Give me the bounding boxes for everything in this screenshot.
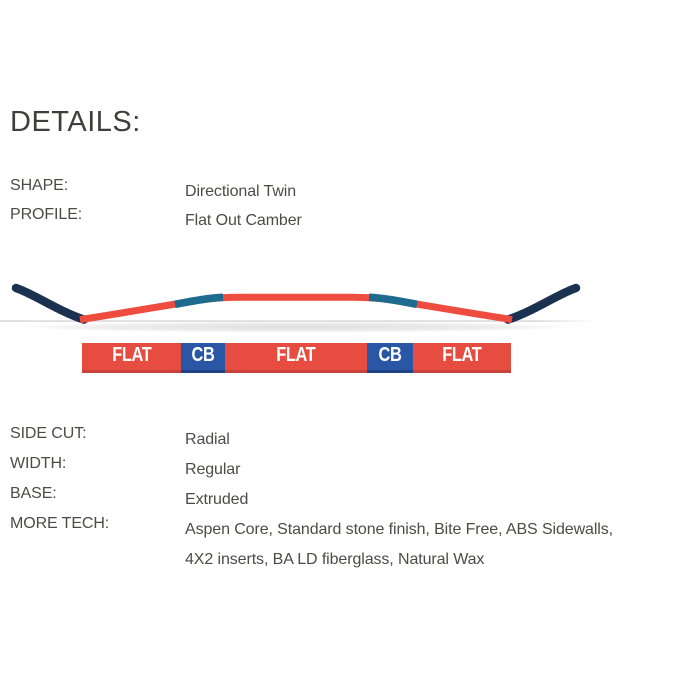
bar-segment-label: FLAT bbox=[442, 344, 482, 366]
width-label: WIDTH: bbox=[10, 455, 67, 472]
sidecut-label: SIDE CUT: bbox=[10, 425, 87, 442]
width-value: Regular bbox=[185, 461, 241, 478]
ground-baseline bbox=[0, 320, 600, 322]
bar-segment-label: CB bbox=[191, 344, 215, 366]
moretech-label: MORE TECH: bbox=[10, 515, 110, 532]
moretech-value-line2: 4X2 inserts, BA LD fiberglass, Natural W… bbox=[185, 551, 485, 568]
flat-sections-red bbox=[79, 293, 513, 324]
base-label: BASE: bbox=[10, 485, 57, 502]
board-profile-diagram bbox=[0, 270, 680, 380]
bar-segment-flat-2: FLAT bbox=[225, 343, 367, 373]
board-shadow bbox=[16, 321, 580, 333]
camber-right-teal bbox=[368, 293, 418, 309]
tip-left-navy bbox=[11, 283, 89, 324]
profile-label: PROFILE: bbox=[10, 206, 83, 223]
moretech-value: Aspen Core, Standard stone finish, Bite … bbox=[185, 515, 680, 575]
shape-label: SHAPE: bbox=[10, 177, 69, 194]
base-value: Extruded bbox=[185, 491, 249, 508]
bar-segment-camber-1: CB bbox=[181, 343, 225, 373]
bar-segment-label: FLAT bbox=[111, 344, 152, 366]
moretech-value-line1: Aspen Core, Standard stone finish, Bite … bbox=[185, 521, 614, 538]
shape-value: Directional Twin bbox=[185, 183, 297, 200]
details-heading: DETAILS: bbox=[10, 106, 141, 138]
tip-right-navy bbox=[503, 283, 581, 324]
bar-segment-flat-1: FLAT bbox=[82, 343, 181, 373]
bar-segment-label: FLAT bbox=[276, 344, 316, 366]
board-profile-curve bbox=[0, 283, 600, 333]
camber-left-teal bbox=[174, 293, 224, 309]
profile-segment-bar: FLAT CB FLAT CB FLAT bbox=[82, 343, 511, 373]
sidecut-value: Radial bbox=[185, 431, 230, 448]
bar-segment-label: CB bbox=[378, 344, 402, 366]
bar-segment-flat-3: FLAT bbox=[413, 343, 511, 373]
profile-value: Flat Out Camber bbox=[185, 212, 302, 229]
bar-segment-camber-2: CB bbox=[367, 343, 413, 373]
